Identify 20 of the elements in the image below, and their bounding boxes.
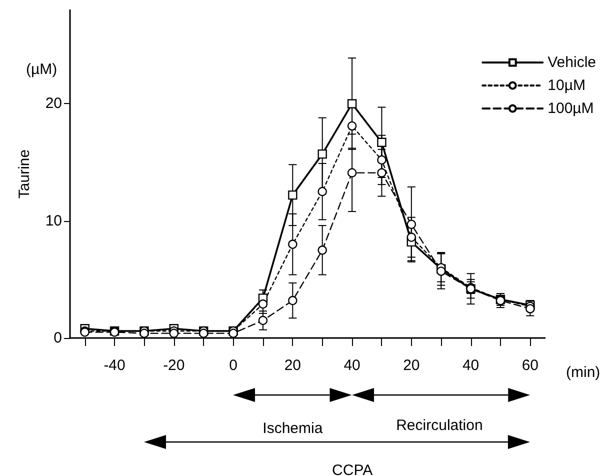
y-tick-label: 10 [45,212,62,230]
text: (µM) [26,61,58,78]
legend-label: 10µM [548,77,586,94]
text: Ischemia [262,420,324,437]
x-tick-label: 40 [344,357,360,374]
x-tick-label: 20 [284,357,301,374]
x-tick-label: 40 [462,357,480,374]
x-tick-label: -20 [163,357,185,374]
legend-label: 100µM [548,100,594,117]
x-tick-label: -40 [104,357,126,374]
legend-label: Vehicle [548,54,596,71]
x-tick-label: 20 [403,357,420,374]
x-axis-title: (min) [566,364,600,381]
x-tick-label: 60 [522,357,538,374]
y-axis-title: Taurine [16,149,33,199]
y-tick-label: 0 [54,330,62,346]
y-tick-label: 20 [45,95,62,112]
x-tick-label: 0 [229,357,238,374]
text: CCPA [332,462,373,476]
text: Recirculation [396,417,483,434]
